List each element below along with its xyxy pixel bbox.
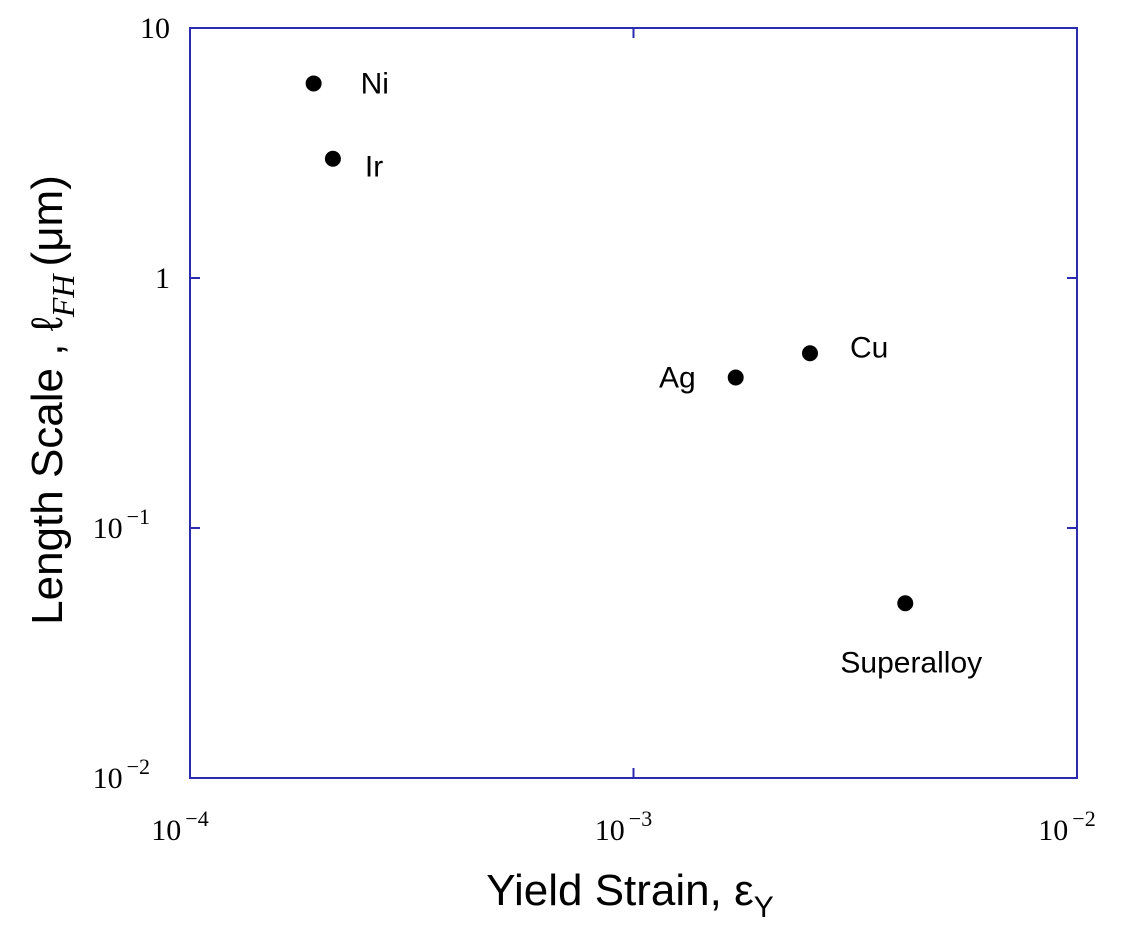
- x-tick-label: 10 −3: [595, 806, 652, 847]
- point-label: Cu: [850, 331, 888, 364]
- x-tick-label-exp: −2: [1072, 806, 1095, 831]
- x-tick-label: 10 −4: [151, 806, 208, 847]
- y-tick-label-base: 10: [93, 512, 123, 545]
- y-tick-label: 10 −2: [93, 754, 150, 795]
- point: [801, 345, 818, 362]
- y-tick-label: 10: [140, 12, 170, 45]
- x-tick-label-base: 10: [151, 814, 181, 847]
- y-tick-label-exp: −1: [127, 504, 150, 529]
- y-axis-title: Length Scale , ℓFH (μm): [23, 175, 81, 625]
- x-tick-label-base: 10: [1038, 814, 1068, 847]
- point-label: Ir: [365, 151, 383, 184]
- point-label: Superalloy: [840, 646, 982, 679]
- x-tick-label-exp: −3: [629, 806, 652, 831]
- x-axis-title-main: Yield Strain, ε: [486, 866, 753, 915]
- point-label: Ni: [361, 67, 389, 100]
- point: [324, 150, 341, 167]
- y-tick-label: 10 −1: [93, 504, 150, 545]
- y-axis-title-sub: FH: [45, 273, 81, 319]
- point: [897, 595, 914, 612]
- point: [305, 75, 322, 92]
- point-label: Ag: [659, 361, 696, 394]
- x-axis-title-sub: Y: [754, 891, 774, 924]
- y-tick-label-exp: −2: [127, 754, 150, 779]
- x-tick-label-exp: −4: [185, 806, 208, 831]
- x-axis-title: Yield Strain, εY: [486, 866, 773, 924]
- point: [727, 369, 744, 386]
- y-axis-title-unit: (μm): [23, 175, 72, 266]
- x-tick-label-base: 10: [595, 814, 625, 847]
- y-tick-label: 1: [155, 262, 170, 295]
- x-tick-label: 10 −2: [1038, 806, 1095, 847]
- y-axis-title-main: Length Scale , ℓ: [23, 317, 72, 625]
- y-tick-label-base: 10: [93, 762, 123, 795]
